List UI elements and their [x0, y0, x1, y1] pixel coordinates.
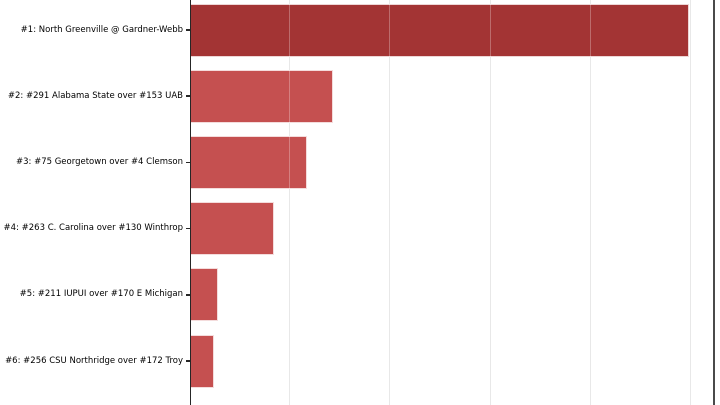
- gridline: [489, 0, 491, 405]
- bar: [190, 69, 334, 123]
- category-label: #5: #211 IUPUI over #170 E Michigan: [19, 289, 183, 300]
- y-tick-mark: [186, 29, 190, 31]
- right-spine: [713, 0, 715, 405]
- y-tick-mark: [186, 294, 190, 296]
- gridline: [689, 0, 691, 405]
- bar: [190, 135, 308, 189]
- category-label: #2: #291 Alabama State over #153 UAB: [7, 90, 183, 101]
- gridline-overlay: [389, 0, 391, 405]
- category-label: #3: #75 Georgetown over #4 Clemson: [15, 156, 183, 167]
- gridline-overlay: [689, 0, 691, 405]
- y-tick-mark: [186, 227, 190, 230]
- y-axis-spine: [190, 0, 191, 405]
- category-label: #6: #256 CSU Northridge over #172 Troy: [5, 355, 183, 366]
- gridline-overlay: [289, 0, 291, 405]
- gridline: [389, 0, 391, 405]
- gridline-overlay: [589, 0, 591, 405]
- y-tick-mark: [186, 360, 190, 362]
- gridline: [589, 0, 591, 405]
- y-tick-mark: [186, 95, 190, 97]
- bar: [190, 3, 689, 57]
- gridline-overlay: [489, 0, 491, 405]
- y-tick-mark: [186, 161, 190, 164]
- bar: [190, 268, 219, 322]
- bar: [190, 202, 275, 256]
- gridline: [289, 0, 291, 405]
- category-label: #4: #263 C. Carolina over #130 Winthrop: [3, 223, 183, 234]
- category-label: #1: North Greenville @ Gardner-Webb: [20, 24, 183, 35]
- bar: [190, 334, 215, 388]
